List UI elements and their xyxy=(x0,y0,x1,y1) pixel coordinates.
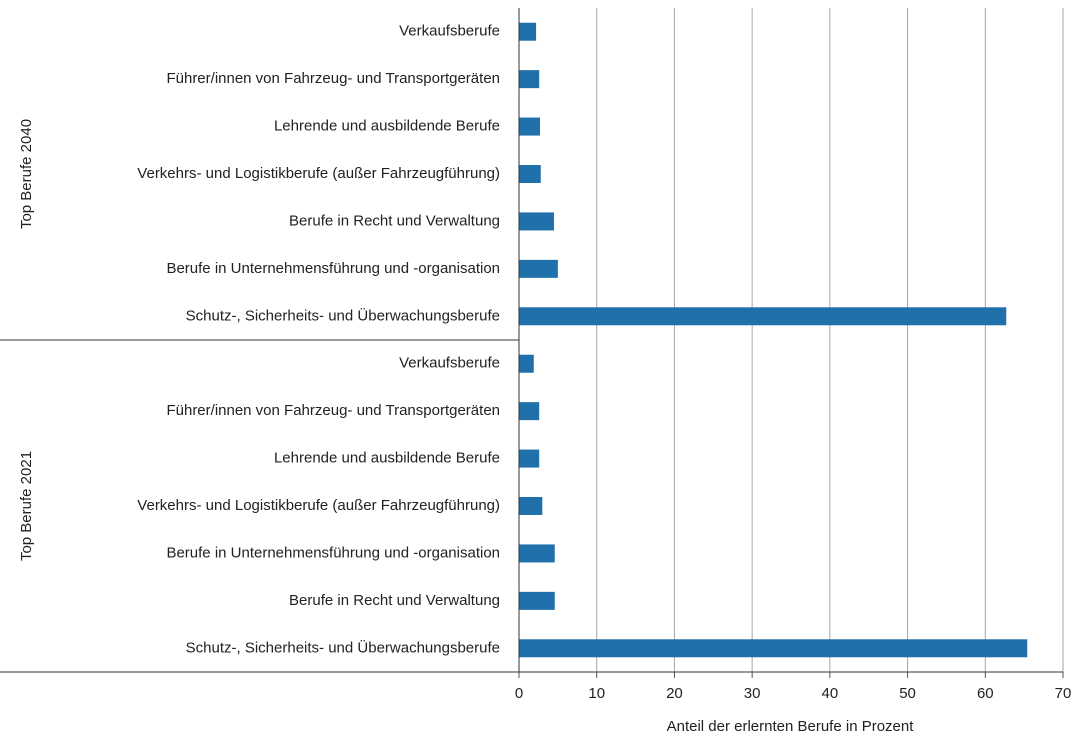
x-tick-label: 70 xyxy=(1055,685,1072,702)
x-tick-label: 50 xyxy=(899,685,916,702)
x-tick-label: 10 xyxy=(588,685,605,702)
x-tick-label: 60 xyxy=(977,685,994,702)
y-tick-label: Lehrende und ausbildende Berufe xyxy=(274,450,500,467)
bar xyxy=(519,70,540,89)
bar xyxy=(519,22,537,41)
x-axis-label: Anteil der erlernten Berufe in Prozent xyxy=(667,718,915,735)
y-tick-label: Führer/innen von Fahrzeug- und Transport… xyxy=(166,70,500,87)
bar xyxy=(519,639,1028,658)
bar xyxy=(519,259,558,278)
y-tick-label: Berufe in Unternehmensführung und -organ… xyxy=(166,260,500,277)
bar xyxy=(519,402,540,421)
y-tick-label: Schutz-, Sicherheits- und Überwachungsbe… xyxy=(186,638,500,656)
bar xyxy=(519,117,540,136)
x-tick-label: 40 xyxy=(822,685,839,702)
y-tick-label: Berufe in Recht und Verwaltung xyxy=(289,592,500,609)
bar xyxy=(519,307,1007,326)
x-tick-label: 30 xyxy=(744,685,761,702)
bar xyxy=(519,449,540,468)
y-tick-label: Verkaufsberufe xyxy=(399,355,500,372)
x-tick-label: 0 xyxy=(515,685,523,702)
y-tick-label: Führer/innen von Fahrzeug- und Transport… xyxy=(166,402,500,419)
bar xyxy=(519,544,555,563)
y-tick-label: Verkehrs- und Logistikberufe (außer Fahr… xyxy=(137,497,500,514)
bar xyxy=(519,212,554,231)
y-tick-label: Berufe in Unternehmensführung und -organ… xyxy=(166,544,500,561)
bar xyxy=(519,591,555,610)
bar xyxy=(519,497,543,515)
y-tick-label: Verkehrs- und Logistikberufe (außer Fahr… xyxy=(137,165,500,182)
y-tick-label: Lehrende und ausbildende Berufe xyxy=(274,118,500,135)
y-tick-label: Berufe in Recht und Verwaltung xyxy=(289,212,500,229)
x-tick-label: 20 xyxy=(666,685,683,702)
bar xyxy=(519,354,534,373)
bar xyxy=(519,165,541,183)
group-label: Top Berufe 2040 xyxy=(18,119,35,229)
group-label: Top Berufe 2021 xyxy=(18,451,35,561)
y-tick-label: Verkaufsberufe xyxy=(399,23,500,40)
y-tick-label: Schutz-, Sicherheits- und Überwachungsbe… xyxy=(186,306,500,324)
